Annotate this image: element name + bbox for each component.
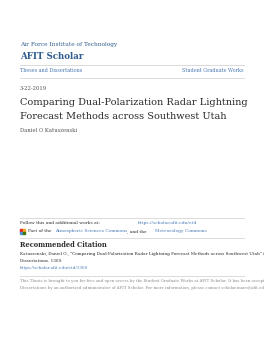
Bar [20, 232, 22, 234]
Text: , and the: , and the [127, 229, 148, 233]
Bar [22, 232, 25, 234]
Text: Student Graduate Works: Student Graduate Works [182, 68, 244, 73]
Text: Recommended Citation: Recommended Citation [20, 241, 107, 249]
Text: Part of the: Part of the [28, 229, 53, 233]
Text: https://scholar.afit.edu/etd/1369: https://scholar.afit.edu/etd/1369 [20, 266, 88, 270]
Text: Meteorology Commons: Meteorology Commons [155, 229, 207, 233]
Text: Dissertations. 1369.: Dissertations. 1369. [20, 259, 62, 263]
Text: Katuszenski, Daniel O., "Comparing Dual-Polarization Radar Lightning Forecast Me: Katuszenski, Daniel O., "Comparing Dual-… [20, 252, 264, 256]
Text: Dissertations by an authorized administrator of AFIT Scholar. For more informati: Dissertations by an authorized administr… [20, 286, 264, 290]
Text: Atmospheric Sciences Commons: Atmospheric Sciences Commons [55, 229, 127, 233]
Text: Comparing Dual-Polarization Radar Lightning: Comparing Dual-Polarization Radar Lightn… [20, 98, 248, 107]
Text: This Thesis is brought to you for free and open access by the Student Graduate W: This Thesis is brought to you for free a… [20, 279, 264, 283]
Text: Daniel O Katuszenski: Daniel O Katuszenski [20, 128, 77, 133]
Bar [22, 229, 25, 232]
Text: Air Force Institute of Technology: Air Force Institute of Technology [20, 42, 117, 47]
Text: AFIT Scholar: AFIT Scholar [20, 52, 83, 61]
Text: 3-22-2019: 3-22-2019 [20, 86, 47, 91]
Bar [20, 229, 22, 232]
Text: Follow this and additional works at:: Follow this and additional works at: [20, 221, 101, 225]
Text: https://scholar.afit.edu/etd: https://scholar.afit.edu/etd [138, 221, 197, 225]
Text: Forecast Methods across Southwest Utah: Forecast Methods across Southwest Utah [20, 112, 227, 121]
Text: Theses and Dissertations: Theses and Dissertations [20, 68, 82, 73]
